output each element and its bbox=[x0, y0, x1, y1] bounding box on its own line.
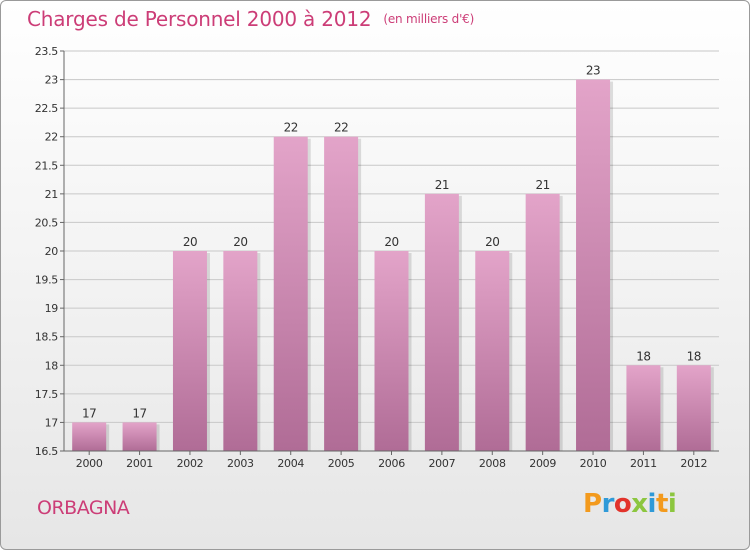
x-tick-label: 2001 bbox=[126, 457, 153, 470]
bar bbox=[424, 193, 459, 451]
axes bbox=[60, 50, 719, 455]
logo-letter: r bbox=[601, 489, 615, 519]
commune-name: ORBAGNA bbox=[37, 497, 130, 519]
logo-letter: x bbox=[631, 489, 648, 519]
bar bbox=[374, 251, 409, 451]
logo-letter: i bbox=[647, 489, 657, 519]
logo-letter: P bbox=[583, 489, 602, 519]
chart-unit: (en milliers d'€) bbox=[383, 12, 475, 26]
chart-title-text: Charges de Personnel 2000 à 2012 bbox=[27, 7, 372, 31]
labels: 16.5 17 17.5 18 18.5 19 19.5 20 20.5 21 21.5 22 22.5… bbox=[35, 45, 708, 470]
bar bbox=[172, 251, 207, 451]
y-tick-label: 21 bbox=[45, 188, 58, 201]
bar-value-label: 20 bbox=[485, 235, 499, 249]
x-tick-label: 2000 bbox=[76, 457, 103, 470]
bar-value-label: 20 bbox=[384, 235, 398, 249]
y-tick-label: 19.5 bbox=[35, 274, 59, 287]
bar-value-label: 22 bbox=[334, 121, 348, 135]
y-tick-label: 23 bbox=[45, 74, 59, 87]
y-tick-label: 22.5 bbox=[35, 102, 59, 115]
bar-value-label: 21 bbox=[435, 178, 449, 192]
bar bbox=[223, 251, 258, 451]
proxiti-logo: Proxiti bbox=[583, 489, 677, 519]
y-tick-label: 23.5 bbox=[35, 45, 59, 58]
y-tick-label: 16.5 bbox=[35, 445, 59, 458]
logo-letter: i bbox=[667, 489, 677, 519]
x-tick-label: 2002 bbox=[177, 457, 204, 470]
bar-value-label: 20 bbox=[183, 235, 197, 249]
y-tick-label: 17.5 bbox=[35, 388, 59, 401]
bar bbox=[273, 136, 308, 451]
logo-letter: o bbox=[613, 489, 632, 519]
bar-value-label: 23 bbox=[586, 64, 600, 78]
logo-letter: t bbox=[655, 489, 668, 519]
bar bbox=[122, 422, 157, 451]
x-tick-label: 2006 bbox=[378, 457, 405, 470]
bar bbox=[576, 79, 611, 452]
y-tick-label: 21.5 bbox=[35, 159, 59, 172]
bar bbox=[626, 365, 661, 451]
bar-value-label: 22 bbox=[284, 121, 298, 135]
bar-value-label: 17 bbox=[132, 406, 146, 420]
x-tick-label: 2007 bbox=[428, 457, 455, 470]
bar-value-label: 20 bbox=[233, 235, 247, 249]
bar bbox=[676, 365, 711, 451]
x-tick-label: 2005 bbox=[328, 457, 355, 470]
y-tick-label: 22 bbox=[45, 131, 58, 144]
x-tick-label: 2010 bbox=[580, 457, 607, 470]
bar-value-label: 18 bbox=[687, 349, 701, 363]
bar bbox=[72, 422, 107, 451]
y-tick-label: 17 bbox=[45, 416, 59, 429]
chart-title: Charges de Personnel 2000 à 2012 (en mill… bbox=[27, 7, 474, 31]
bar-value-label: 17 bbox=[82, 406, 96, 420]
bars bbox=[72, 79, 714, 452]
bar bbox=[525, 193, 560, 451]
x-tick-label: 2003 bbox=[227, 457, 254, 470]
x-tick-label: 2011 bbox=[630, 457, 657, 470]
bar bbox=[475, 251, 510, 451]
y-tick-label: 18.5 bbox=[35, 331, 59, 344]
y-tick-label: 20 bbox=[45, 245, 59, 258]
x-tick-label: 2012 bbox=[680, 457, 707, 470]
bar-value-label: 18 bbox=[636, 349, 650, 363]
y-tick-label: 20.5 bbox=[35, 216, 59, 229]
x-tick-label: 2004 bbox=[277, 457, 304, 470]
bar bbox=[324, 136, 359, 451]
x-tick-label: 2008 bbox=[479, 457, 506, 470]
x-tick-label: 2009 bbox=[529, 457, 556, 470]
y-tick-label: 18 bbox=[45, 359, 59, 372]
bar-value-label: 21 bbox=[536, 178, 550, 192]
y-tick-label: 19 bbox=[45, 302, 59, 315]
